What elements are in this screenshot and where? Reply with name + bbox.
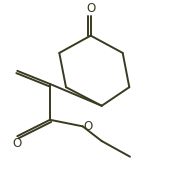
Text: O: O bbox=[84, 120, 93, 133]
Text: O: O bbox=[13, 137, 22, 150]
Text: O: O bbox=[86, 2, 95, 15]
